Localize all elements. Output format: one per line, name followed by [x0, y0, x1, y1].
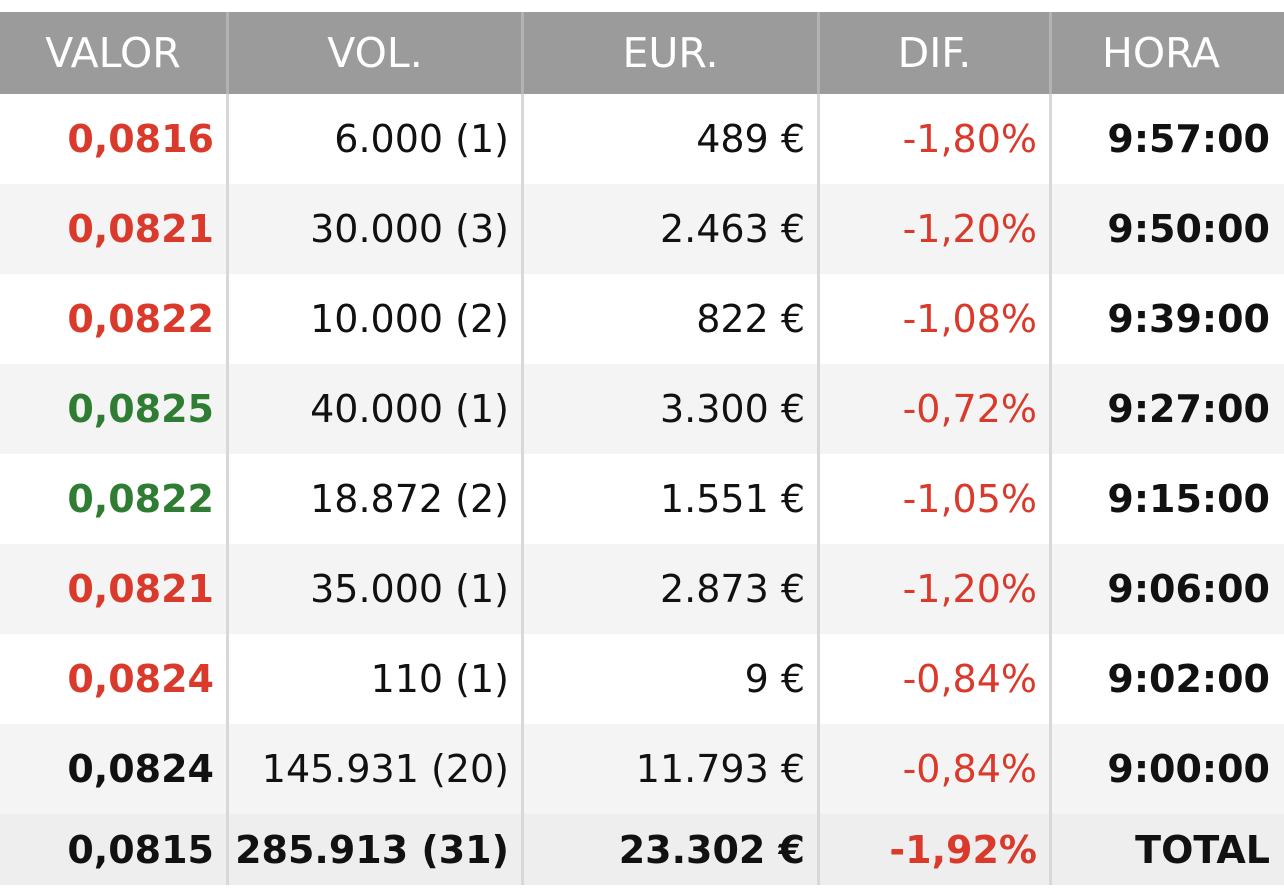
cell-vol: 145.931 (20) — [229, 724, 524, 814]
total-vol: 285.913 (31) — [229, 814, 524, 885]
header-eur[interactable]: EUR. — [524, 12, 820, 94]
cell-hora: 9:27:00 — [1052, 364, 1284, 454]
cell-vol: 110 (1) — [229, 634, 524, 724]
cell-hora: 9:50:00 — [1052, 184, 1284, 274]
total-valor: 0,0815 — [0, 814, 229, 885]
cell-dif: -1,08% — [820, 274, 1052, 364]
cell-dif: -1,05% — [820, 454, 1052, 544]
cell-dif: -1,20% — [820, 184, 1052, 274]
cell-hora: 9:06:00 — [1052, 544, 1284, 634]
cell-valor: 0,0824 — [0, 634, 229, 724]
cell-valor: 0,0821 — [0, 544, 229, 634]
header-vol[interactable]: VOL. — [229, 12, 524, 94]
cell-eur: 2.463 € — [524, 184, 820, 274]
header-valor[interactable]: VALOR — [0, 12, 229, 94]
cell-dif: -0,84% — [820, 724, 1052, 814]
cell-vol: 6.000 (1) — [229, 94, 524, 184]
cell-valor: 0,0824 — [0, 724, 229, 814]
cell-eur: 822 € — [524, 274, 820, 364]
cell-hora: 9:15:00 — [1052, 454, 1284, 544]
cell-valor: 0,0822 — [0, 274, 229, 364]
cell-eur: 9 € — [524, 634, 820, 724]
header-hora[interactable]: HORA — [1052, 12, 1284, 94]
total-eur: 23.302 € — [524, 814, 820, 885]
header-dif[interactable]: DIF. — [820, 12, 1052, 94]
trades-table: VALOR VOL. EUR. DIF. HORA 0,0816 6.000 (1… — [0, 12, 1284, 893]
cell-vol: 30.000 (3) — [229, 184, 524, 274]
cell-eur: 11.793 € — [524, 724, 820, 814]
cell-vol: 10.000 (2) — [229, 274, 524, 364]
cell-dif: -0,84% — [820, 634, 1052, 724]
total-dif: -1,92% — [820, 814, 1052, 885]
cell-dif: -1,80% — [820, 94, 1052, 184]
cell-vol: 35.000 (1) — [229, 544, 524, 634]
cell-eur: 2.873 € — [524, 544, 820, 634]
cell-dif: -0,72% — [820, 364, 1052, 454]
cell-valor: 0,0821 — [0, 184, 229, 274]
total-hora: TOTAL — [1052, 814, 1284, 885]
cell-valor: 0,0822 — [0, 454, 229, 544]
cell-hora: 9:00:00 — [1052, 724, 1284, 814]
cell-eur: 489 € — [524, 94, 820, 184]
cell-hora: 9:57:00 — [1052, 94, 1284, 184]
cell-eur: 3.300 € — [524, 364, 820, 454]
cell-hora: 9:39:00 — [1052, 274, 1284, 364]
cell-valor: 0,0825 — [0, 364, 229, 454]
cell-valor: 0,0816 — [0, 94, 229, 184]
cell-vol: 18.872 (2) — [229, 454, 524, 544]
cell-dif: -1,20% — [820, 544, 1052, 634]
cell-hora: 9:02:00 — [1052, 634, 1284, 724]
cell-eur: 1.551 € — [524, 454, 820, 544]
cell-vol: 40.000 (1) — [229, 364, 524, 454]
